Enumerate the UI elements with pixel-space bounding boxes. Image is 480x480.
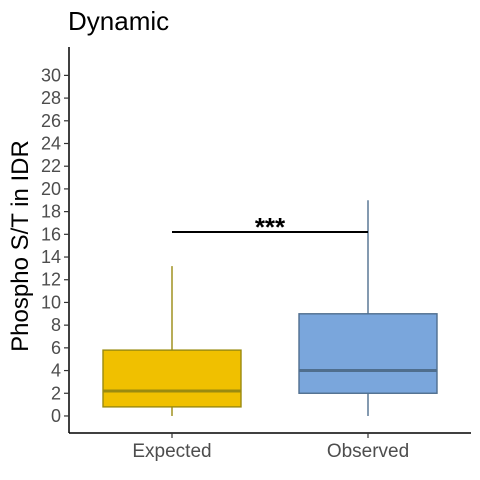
y-tick-label: 0 [51,406,61,426]
y-tick-label: 4 [51,361,61,381]
box-expected [102,349,242,408]
y-tick-label: 20 [41,179,61,199]
y-tick-label: 18 [41,202,61,222]
y-tick-label: 22 [41,156,61,176]
significance-label: *** [255,212,286,242]
y-tick-label: 14 [41,247,61,267]
y-tick-label: 2 [51,383,61,403]
y-tick-label: 24 [41,134,61,154]
box-observed [298,313,438,394]
y-axis-label: Phospho S/T in IDR [7,140,34,352]
chart-title: Dynamic [68,6,169,36]
y-tick-label: 10 [41,292,61,312]
y-tick-label: 28 [41,88,61,108]
x-tick-label: Observed [327,441,409,462]
y-tick-label: 8 [51,315,61,335]
y-tick-label: 26 [41,111,61,131]
y-tick-label: 30 [41,65,61,85]
y-tick-label: 16 [41,224,61,244]
x-tick-label: Expected [132,441,211,462]
y-tick-label: 6 [51,338,61,358]
y-tick-label: 12 [41,270,61,290]
